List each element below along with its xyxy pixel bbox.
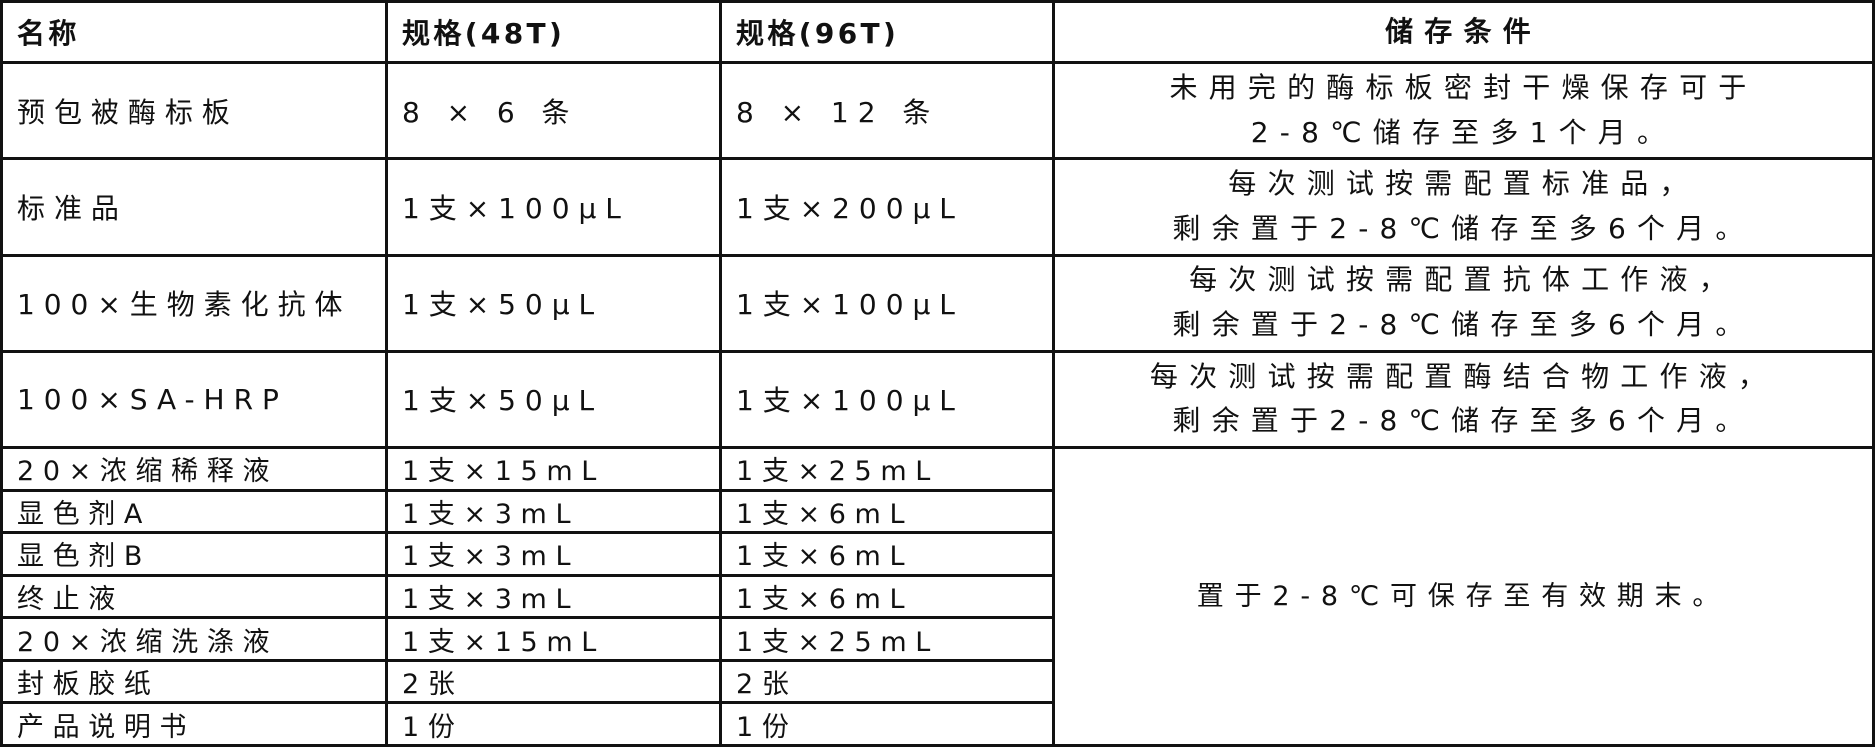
cell-spec48: 1支×50μL xyxy=(385,349,722,450)
header-spec-48t: 规格(48T) xyxy=(385,0,722,64)
cell-spec48: 1支×3mL xyxy=(385,531,722,577)
storage-line: 剩余置于2-8℃储存至多6个月。 xyxy=(1172,404,1755,438)
storage-line: 每次测试按需配置标准品， xyxy=(1228,167,1699,201)
cell-name: 标准品 xyxy=(0,157,388,257)
table-row: 20×浓缩洗涤液 1支×15mL 1支×25mL xyxy=(0,616,1874,662)
cell-spec48: 1支×15mL xyxy=(385,616,722,662)
cell-spec96: 1支×25mL xyxy=(719,446,1055,492)
cell-spec48: 1支×50μL xyxy=(385,253,722,353)
header-storage: 储存条件 xyxy=(1052,0,1875,64)
cell-name: 100×SA-HRP xyxy=(0,349,388,450)
table-row: 标准品 1支×100μL 1支×200μL 每次测试按需配置标准品， 剩余置于2-8℃储… xyxy=(0,157,1875,257)
cell-spec96: 1支×6mL xyxy=(719,531,1055,577)
cell-storage: 每次测试按需配置酶结合物工作液， 剩余置于2-8℃储存至多6个月。 xyxy=(1052,349,1875,450)
table-row: 封板胶纸 2张 2张 xyxy=(0,658,1874,705)
table-row: 显色剂A 1支×3mL 1支×6mL xyxy=(0,488,1874,535)
cell-name: 显色剂B xyxy=(0,531,388,577)
cell-spec96: 1支×100μL xyxy=(719,349,1055,450)
cell-spec48: 1支×15mL xyxy=(385,446,722,492)
cell-shared-storage: 置于2-8℃可保存至有效期末。 xyxy=(1052,446,1875,747)
storage-line: 每次测试按需配置抗体工作液， xyxy=(1189,263,1738,297)
cell-spec96: 8 × 12 条 xyxy=(719,60,1055,161)
cell-name: 显色剂A xyxy=(0,488,388,535)
table-row: 20×浓缩稀释液 1支×15mL 1支×25mL 置于2-8℃可保存至有效期末。 xyxy=(0,446,1875,747)
storage-line: 剩余置于2-8℃储存至多6个月。 xyxy=(1172,211,1755,245)
cell-storage: 未用完的酶标板密封干燥保存可于 2-8℃储存至多1个月。 xyxy=(1052,60,1875,161)
cell-name: 封板胶纸 xyxy=(0,658,388,705)
header-row: 名称 规格(48T) 规格(96T) 储存条件 xyxy=(0,0,1875,64)
cell-spec96: 1份 xyxy=(719,701,1055,747)
table-row: 显色剂B 1支×3mL 1支×6mL xyxy=(0,531,1874,577)
cell-spec96: 1支×6mL xyxy=(719,573,1055,620)
storage-line: 未用完的酶标板密封干燥保存可于 xyxy=(1169,70,1758,104)
cell-name: 产品说明书 xyxy=(0,701,388,747)
cell-spec48: 1份 xyxy=(385,701,722,747)
cell-name: 100×生物素化抗体 xyxy=(0,253,388,353)
cell-spec48: 1支×100μL xyxy=(385,157,722,257)
cell-spec48: 2张 xyxy=(385,658,722,705)
table-row: 终止液 1支×3mL 1支×6mL xyxy=(0,573,1874,620)
cell-spec48: 1支×3mL xyxy=(385,488,722,535)
cell-name: 20×浓缩洗涤液 xyxy=(0,616,388,662)
cell-spec96: 1支×25mL xyxy=(719,616,1055,662)
cell-name: 预包被酶标板 xyxy=(0,60,388,161)
cell-storage: 每次测试按需配置标准品， 剩余置于2-8℃储存至多6个月。 xyxy=(1052,157,1875,257)
cell-name: 20×浓缩稀释液 xyxy=(0,446,388,492)
cell-name: 终止液 xyxy=(0,573,388,620)
cell-storage: 每次测试按需配置抗体工作液， 剩余置于2-8℃储存至多6个月。 xyxy=(1052,253,1875,353)
storage-line: 每次测试按需配置酶结合物工作液， xyxy=(1149,359,1778,393)
storage-line: 剩余置于2-8℃储存至多6个月。 xyxy=(1172,308,1755,342)
header-name: 名称 xyxy=(0,0,388,64)
header-spec-96t: 规格(96T) xyxy=(719,0,1055,64)
cell-spec96: 1支×100μL xyxy=(719,253,1055,353)
cell-spec96: 1支×6mL xyxy=(719,488,1055,535)
cell-spec96: 2张 xyxy=(719,658,1055,705)
table-row: 产品说明书 1份 1份 xyxy=(0,701,1874,747)
cell-spec96: 1支×200μL xyxy=(719,157,1055,257)
storage-line: 2-8℃储存至多1个月。 xyxy=(1250,115,1677,149)
table-row: 100×SA-HRP 1支×50μL 1支×100μL 每次测试按需配置酶结合物工作液… xyxy=(0,349,1875,450)
cell-spec48: 8 × 6 条 xyxy=(385,60,722,161)
cell-spec48: 1支×3mL xyxy=(385,573,722,620)
table-row: 100×生物素化抗体 1支×50μL 1支×100μL 每次测试按需配置抗体工作液， 剩… xyxy=(0,253,1875,353)
